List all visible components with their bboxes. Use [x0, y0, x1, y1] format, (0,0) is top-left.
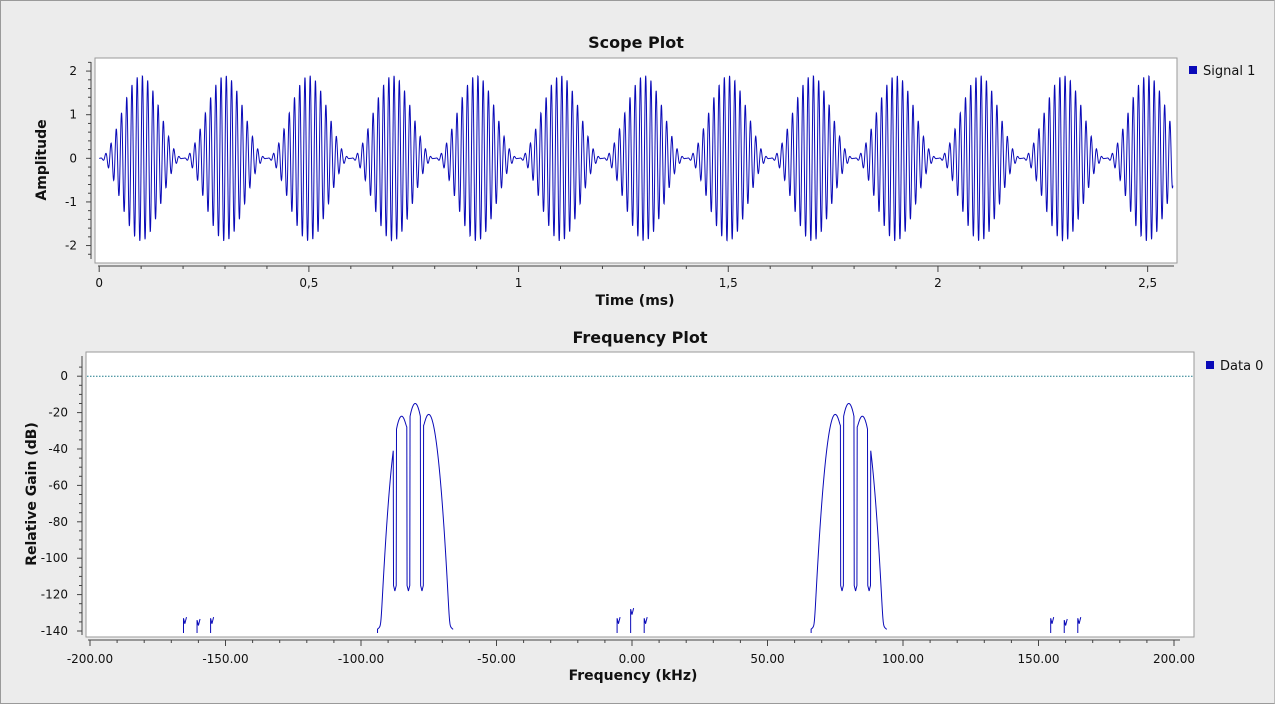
scope-legend-swatch: [1189, 66, 1197, 74]
frequency-y-tick-label: -80: [48, 515, 68, 529]
scope-y-tick-label: -2: [65, 239, 77, 253]
scope-x-tick-label: 1,5: [719, 276, 738, 290]
frequency-plot-title: Frequency Plot: [572, 328, 707, 347]
frequency-x-tick-label: -200.00: [67, 652, 113, 666]
frequency-y-tick-label: -100: [41, 551, 68, 565]
scope-legend[interactable]: Signal 1: [1189, 64, 1255, 79]
scope-x-axis-label: Time (ms): [595, 293, 674, 309]
frequency-legend[interactable]: Data 0: [1206, 359, 1263, 374]
frequency-x-tick-label: 50.00: [750, 652, 784, 666]
frequency-y-tick-label: 0: [60, 369, 68, 383]
frequency-y-tick-label: -60: [48, 478, 68, 492]
scope-y-axis-label: Amplitude: [34, 119, 50, 200]
frequency-y-tick-label: -20: [48, 406, 68, 420]
scope-x-tick-label: 2: [934, 276, 942, 290]
scope-x-tick-label: 1: [515, 276, 523, 290]
scope-y-tick-label: -1: [65, 195, 77, 209]
frequency-x-tick-label: -50.00: [477, 652, 516, 666]
scope-legend-label: Signal 1: [1203, 64, 1255, 79]
scope-y-tick-label: 1: [69, 108, 77, 122]
frequency-y-tick-label: -120: [41, 588, 68, 602]
frequency-spectrum-trace: [182, 402, 1082, 633]
frequency-canvas[interactable]: [85, 351, 1195, 638]
scope-x-tick-label: 0,5: [299, 276, 318, 290]
frequency-y-tick-label: -140: [41, 624, 68, 638]
scope-x-tick-label: 0: [95, 276, 103, 290]
scope-y-tick-label: 2: [69, 64, 77, 78]
frequency-legend-label: Data 0: [1220, 359, 1263, 374]
scope-y-tick-label: 0: [69, 151, 77, 165]
frequency-x-tick-label: 100.00: [882, 652, 924, 666]
scope-plot-title: Scope Plot: [588, 33, 684, 52]
frequency-legend-swatch: [1206, 361, 1214, 369]
frequency-x-axis-label: Frequency (kHz): [569, 668, 698, 684]
frequency-x-tick-label: -100.00: [338, 652, 384, 666]
frequency-x-tick-label: 200.00: [1153, 652, 1195, 666]
frequency-x-tick-label: 0.00: [619, 652, 646, 666]
frequency-y-tick-label: -40: [48, 442, 68, 456]
frequency-x-tick-label: -150.00: [202, 652, 248, 666]
frequency-y-axis-label: Relative Gain (dB): [24, 422, 40, 566]
frequency-x-tick-label: 150.00: [1018, 652, 1060, 666]
scope-signal-trace: [99, 75, 1174, 242]
scope-x-tick-label: 2,5: [1138, 276, 1157, 290]
